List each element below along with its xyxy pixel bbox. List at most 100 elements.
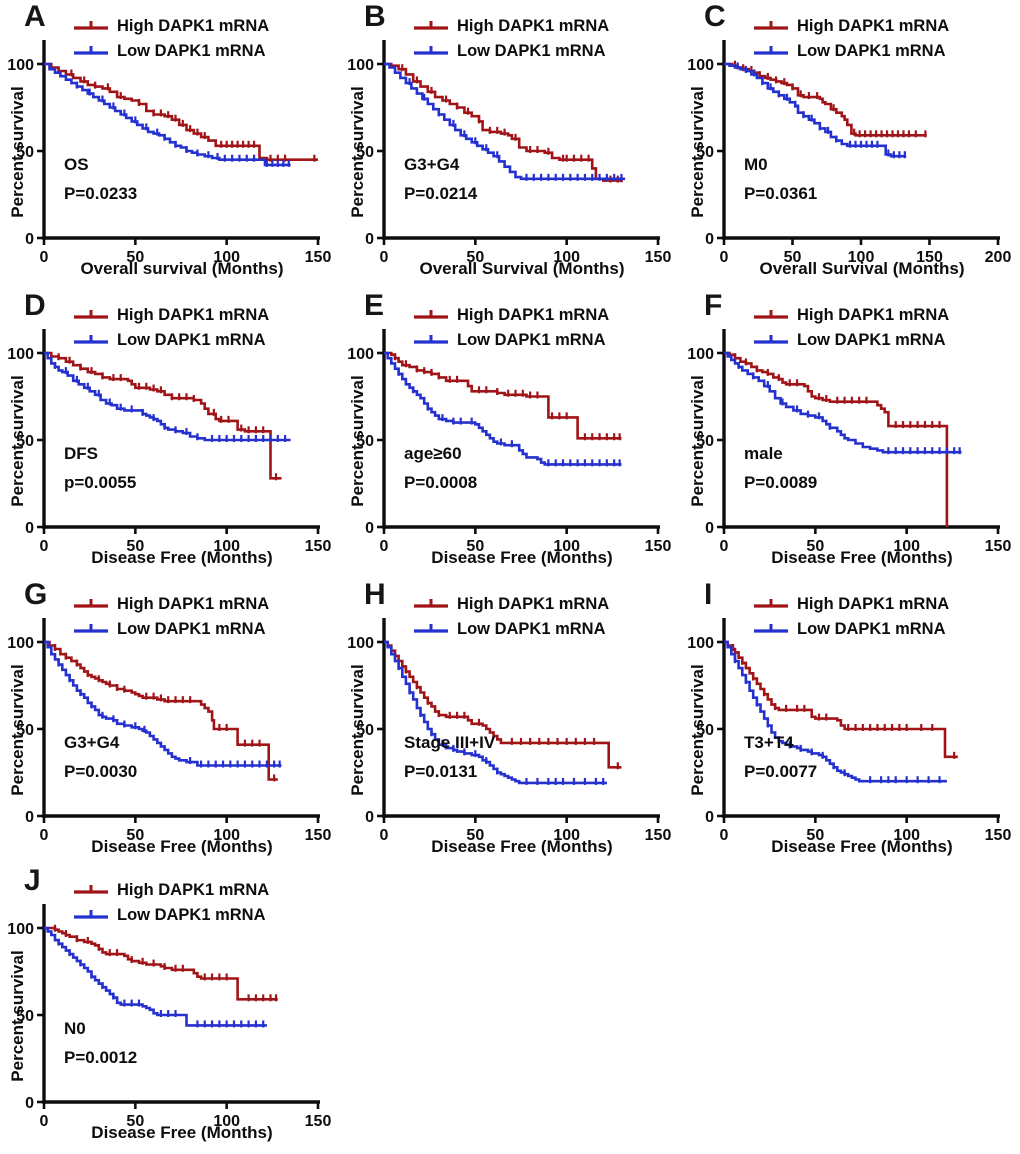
legend-item-high: High DAPK1 mRNA: [72, 592, 269, 617]
svg-text:150: 150: [305, 249, 332, 266]
km-chart: 0 50 100 150 0 50 100: [347, 618, 672, 844]
high-series-marker-icon: [74, 598, 108, 608]
x-axis-label: Disease Free (Months): [91, 1123, 273, 1142]
p-value-label: p=0.0055: [64, 473, 137, 492]
svg-text:0: 0: [40, 827, 49, 844]
svg-text:100: 100: [347, 57, 374, 74]
svg-text:50: 50: [696, 433, 714, 450]
panel-letter: I: [704, 578, 714, 611]
svg-text:100: 100: [7, 635, 34, 652]
svg-text:50: 50: [126, 538, 144, 555]
x-axis-label: Overall Survival (Months): [759, 259, 965, 278]
subgroup-label: G3+G4: [64, 733, 120, 752]
svg-text:50: 50: [466, 827, 484, 844]
legend-item-high: High DAPK1 mRNA: [72, 14, 269, 39]
subgroup-label: male: [744, 444, 783, 463]
p-value-label: P=0.0077: [744, 762, 818, 781]
km-chart: 0 50 100 150 0 50 100: [347, 329, 672, 555]
svg-text:100: 100: [687, 635, 714, 652]
svg-text:0: 0: [720, 249, 729, 266]
svg-text:150: 150: [916, 249, 943, 266]
svg-text:100: 100: [213, 538, 240, 555]
legend: High DAPK1 mRNA Low DAPK1 mRNA: [72, 303, 269, 353]
svg-text:50: 50: [466, 538, 484, 555]
svg-text:0: 0: [380, 827, 389, 844]
svg-text:50: 50: [16, 722, 34, 739]
annotation: G3+G4 P=0.0214: [404, 150, 477, 208]
svg-text:100: 100: [687, 346, 714, 363]
svg-text:150: 150: [645, 538, 672, 555]
p-value-label: P=0.0361: [744, 184, 818, 203]
subgroup-label: DFS: [64, 444, 98, 463]
km-chart: 0 50 100 150 200 0 50 100: [687, 40, 1011, 266]
svg-text:150: 150: [305, 1113, 332, 1130]
p-value-label: P=0.0233: [64, 184, 138, 203]
legend-item-high: High DAPK1 mRNA: [752, 14, 949, 39]
annotation: N0 P=0.0012: [64, 1014, 137, 1072]
legend-label-high: High DAPK1 mRNA: [797, 306, 950, 324]
panel-letter: J: [24, 864, 42, 897]
p-value-label: P=0.0089: [744, 473, 818, 492]
svg-text:150: 150: [985, 827, 1012, 844]
low-series-marker-icon: [754, 334, 788, 344]
svg-text:100: 100: [347, 346, 374, 363]
x-axis-label: Disease Free (Months): [431, 548, 613, 567]
high-series-marker-icon: [74, 20, 108, 30]
x-axis-label: Disease Free (Months): [771, 837, 953, 856]
legend: High DAPK1 mRNA Low DAPK1 mRNA: [752, 592, 949, 642]
y-axis-label: Percent survival: [688, 86, 707, 218]
x-axis-label: Disease Free (Months): [91, 548, 273, 567]
svg-text:100: 100: [213, 827, 240, 844]
y-axis-label: Percent survival: [8, 86, 27, 218]
km-panel-c: C High DAPK1 mRNA Low DAPK1 mRNA 0 50 100 1…: [680, 0, 1020, 288]
annotation: age≥60 P=0.0008: [404, 439, 477, 497]
legend-label-high: High DAPK1 mRNA: [457, 306, 610, 324]
annotation: M0 P=0.0361: [744, 150, 817, 208]
legend: High DAPK1 mRNA Low DAPK1 mRNA: [412, 592, 609, 642]
legend-label-low: Low DAPK1 mRNA: [117, 42, 266, 60]
low-series-marker-icon: [414, 334, 448, 344]
legend-item-high: High DAPK1 mRNA: [752, 303, 949, 328]
svg-text:0: 0: [25, 231, 34, 248]
svg-text:100: 100: [893, 538, 920, 555]
annotation: OS P=0.0233: [64, 150, 137, 208]
high-series-marker-icon: [754, 598, 788, 608]
low-series-marker-icon: [74, 334, 108, 344]
km-chart: 0 50 100 150 0 50 100: [7, 904, 332, 1130]
legend-label-low: Low DAPK1 mRNA: [457, 331, 606, 349]
svg-text:150: 150: [645, 827, 672, 844]
legend-item-high: High DAPK1 mRNA: [412, 14, 609, 39]
panel-letter: E: [364, 289, 386, 322]
legend: High DAPK1 mRNA Low DAPK1 mRNA: [752, 303, 949, 353]
high-series-marker-icon: [754, 20, 788, 30]
high-series-marker-icon: [414, 309, 448, 319]
svg-text:100: 100: [553, 538, 580, 555]
svg-text:0: 0: [25, 1095, 34, 1112]
svg-text:50: 50: [356, 433, 374, 450]
svg-text:100: 100: [687, 57, 714, 74]
svg-text:100: 100: [553, 249, 580, 266]
legend-item-low: Low DAPK1 mRNA: [752, 39, 949, 64]
svg-text:50: 50: [784, 249, 802, 266]
legend-item-high: High DAPK1 mRNA: [412, 592, 609, 617]
low-series-marker-icon: [74, 909, 108, 919]
legend-label-high: High DAPK1 mRNA: [797, 17, 950, 35]
legend: High DAPK1 mRNA Low DAPK1 mRNA: [412, 14, 609, 64]
svg-text:50: 50: [696, 722, 714, 739]
svg-text:100: 100: [347, 635, 374, 652]
svg-text:50: 50: [696, 144, 714, 161]
km-panel-f: F High DAPK1 mRNA Low DAPK1 mRNA 0 50 100 1…: [680, 289, 1020, 577]
legend-item-high: High DAPK1 mRNA: [72, 303, 269, 328]
svg-text:100: 100: [7, 346, 34, 363]
legend-label-low: Low DAPK1 mRNA: [117, 620, 266, 638]
km-chart: 0 50 100 150 0 50 100: [687, 329, 1011, 555]
legend-item-low: Low DAPK1 mRNA: [412, 617, 609, 642]
km-chart: 0 50 100 150 0 50 100: [687, 618, 1012, 844]
panel-letter: H: [364, 578, 387, 611]
svg-text:50: 50: [356, 722, 374, 739]
legend-label-high: High DAPK1 mRNA: [117, 881, 270, 899]
legend-label-low: Low DAPK1 mRNA: [797, 620, 946, 638]
subgroup-label: G3+G4: [404, 155, 460, 174]
p-value-label: P=0.0214: [404, 184, 478, 203]
